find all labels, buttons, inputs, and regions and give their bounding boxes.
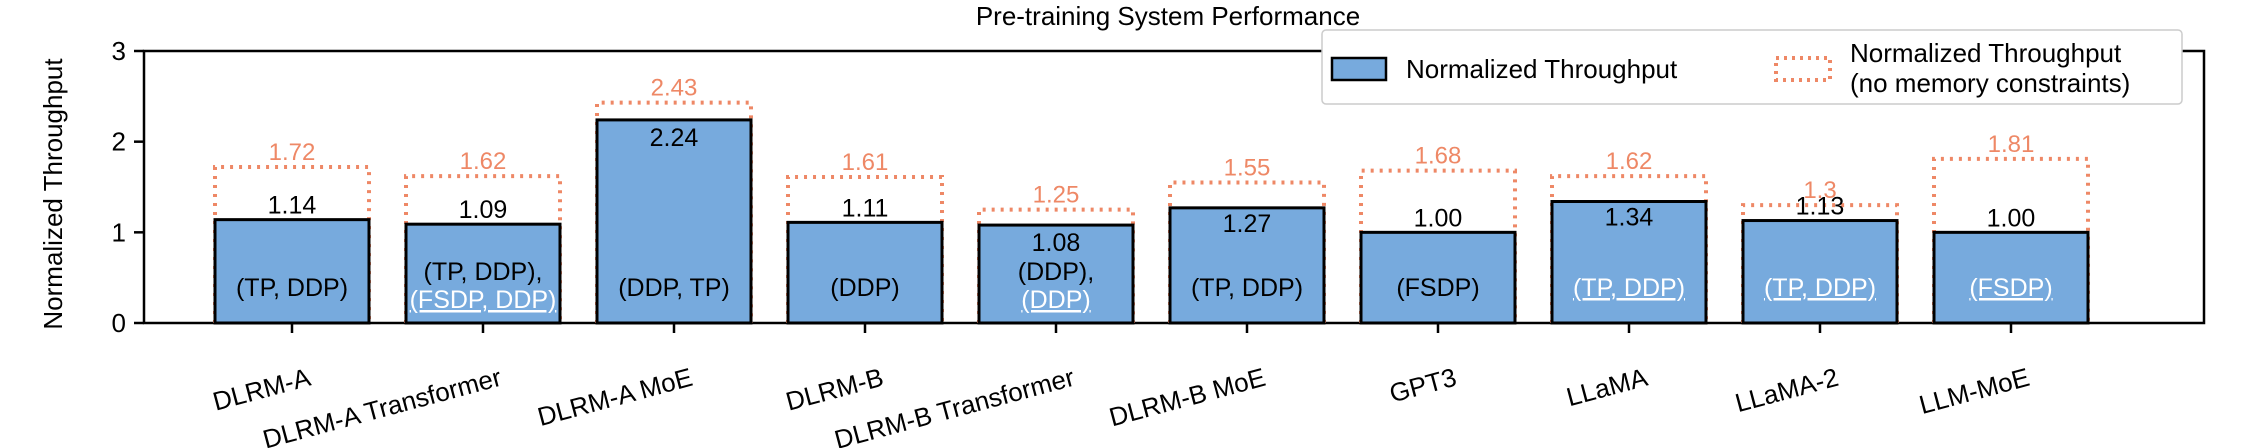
no-memory-value-label: 1.25	[1033, 182, 1080, 209]
strategy-label: (DDP),	[1018, 258, 1094, 286]
throughput-bar	[1168, 206, 1326, 325]
chart-title: Pre-training System Performance	[976, 1, 1360, 31]
strategy-label: (DDP)	[830, 274, 899, 302]
throughput-value-label: 2.24	[650, 124, 699, 152]
no-memory-value-label: 1.81	[1988, 131, 2035, 158]
no-memory-value-label: 1.3	[1803, 177, 1836, 204]
throughput-bar	[1932, 230, 2090, 325]
throughput-value-label: 1.09	[459, 196, 508, 224]
y-axis-label: Normalized Throughput	[38, 58, 68, 330]
throughput-value-label: 1.00	[1987, 204, 2036, 232]
y-tick-label: 3	[112, 36, 126, 66]
legend: Normalized Throughput Normalized Through…	[1321, 29, 2183, 105]
no-memory-outline	[1168, 180, 1326, 323]
legend-swatch-throughput	[1330, 56, 1388, 82]
legend-label-no-memory-line1: Normalized Throughput	[1850, 38, 2122, 68]
y-tick-label: 1	[112, 217, 126, 247]
strategy-label: (FSDP)	[1396, 274, 1479, 302]
legend-box	[1321, 29, 2183, 105]
x-tick-label: DLRM-B MoE	[1106, 362, 1269, 432]
strategy-label: (TP, DDP),	[424, 258, 543, 286]
legend-label-no-memory-line2: (no memory constraints)	[1850, 68, 2130, 98]
no-memory-value-label: 2.43	[651, 75, 698, 102]
no-memory-value-label: 1.62	[460, 148, 507, 175]
throughput-bar	[1550, 200, 1708, 325]
throughput-bar	[1741, 219, 1899, 325]
labels-layer: 1.721.14(TP, DDP)1.621.09(TP, DDP),(FSDP…	[236, 75, 2053, 314]
throughput-value-label: 1.08	[1032, 229, 1081, 257]
strategy-label: (TP, DDP)	[1764, 274, 1876, 302]
throughput-value-label: 1.27	[1223, 210, 1272, 238]
no-memory-value-label: 1.61	[842, 149, 889, 176]
strategy-label: (FSDP)	[1969, 274, 2052, 302]
strategy-label: (TP, DDP)	[1573, 274, 1685, 302]
no-memory-value-label: 1.62	[1606, 148, 1653, 175]
strategy-label: (TP, DDP)	[1191, 274, 1303, 302]
strategy-label: (DDP, TP)	[618, 274, 730, 302]
throughput-bar	[786, 220, 944, 325]
throughput-bar	[213, 218, 371, 325]
strategy-label: (FSDP, DDP)	[410, 286, 557, 314]
throughput-value-label: 1.34	[1605, 204, 1654, 232]
y-tick-label: 2	[112, 127, 126, 157]
x-tick-label: DLRM-A MoE	[534, 362, 695, 432]
x-tick-label: LLaMA-2	[1732, 362, 1842, 418]
throughput-value-label: 1.11	[842, 194, 889, 222]
throughput-bar	[404, 222, 562, 325]
no-memory-value-label: 1.55	[1224, 154, 1271, 181]
legend-swatch-no-memory	[1774, 56, 1832, 82]
x-tick-label: GPT3	[1386, 362, 1459, 409]
legend-label-throughput: Normalized Throughput	[1406, 54, 1678, 84]
throughput-value-label: 1.00	[1414, 204, 1463, 232]
x-tick-label: LLaMA	[1563, 362, 1651, 412]
strategy-label: (TP, DDP)	[236, 274, 348, 302]
throughput-bar	[977, 223, 1135, 325]
x-tick-label: DLRM-A	[210, 362, 315, 417]
y-tick-label: 0	[112, 308, 126, 338]
throughput-bar	[595, 118, 753, 325]
bars-layer	[213, 118, 2090, 325]
x-tick-label: LLM-MoE	[1916, 362, 2033, 420]
no-memory-value-label: 1.68	[1415, 143, 1462, 170]
throughput-bar	[1359, 230, 1517, 325]
throughput-value-label: 1.14	[268, 192, 317, 220]
no-memory-value-label: 1.72	[269, 139, 316, 166]
throughput-value-label: 1.13	[1796, 193, 1845, 221]
strategy-label: (DDP)	[1021, 286, 1090, 314]
x-tick-label: DLRM-B	[783, 362, 887, 417]
